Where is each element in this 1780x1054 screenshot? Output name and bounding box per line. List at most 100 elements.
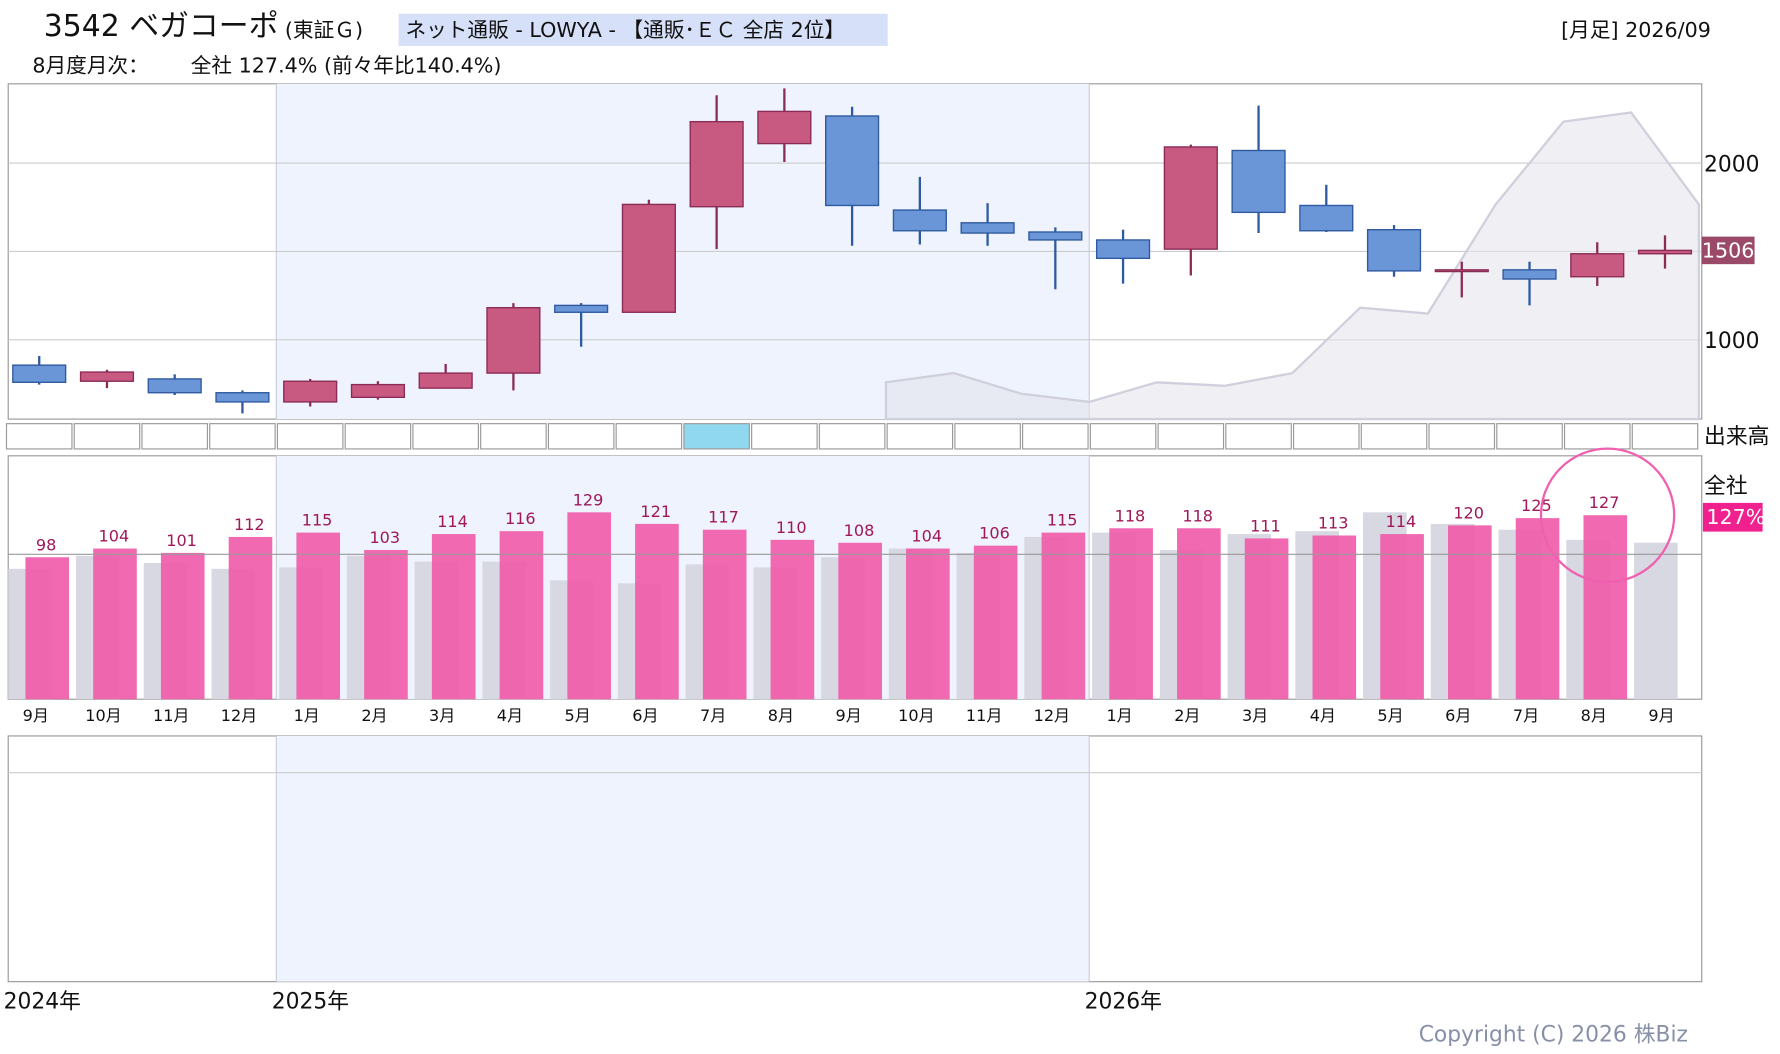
candle-body — [418, 372, 473, 389]
volume-cell — [480, 423, 547, 450]
code-name: 3542 ベガコーポ — [44, 9, 279, 44]
candle-body — [689, 120, 744, 208]
sales-bar — [160, 552, 205, 700]
x-tick-label: 11月 — [153, 706, 190, 725]
candle-body — [1637, 249, 1693, 255]
volume-cell — [73, 423, 141, 450]
sales-bar — [838, 542, 882, 700]
volume-cell — [412, 423, 479, 450]
volume-cell — [547, 423, 615, 450]
value-label: 127 — [1589, 493, 1620, 512]
sales-bar — [1177, 528, 1221, 700]
value-label: 120 — [1453, 503, 1484, 522]
value-label: 129 — [573, 490, 604, 509]
sector: ネット通販 - LOWYA - 【通販･ＥＣ 全店 2位】 — [405, 18, 845, 42]
monthly-label: 8月度月次： — [32, 54, 148, 78]
year-label: 2026年 — [1085, 989, 1162, 1014]
volume-cell — [1022, 423, 1089, 450]
candle-body — [486, 306, 541, 374]
candle-body — [960, 222, 1015, 234]
value-label: 121 — [640, 502, 671, 521]
x-tick-label: 9月 — [23, 706, 49, 725]
value-label: 101 — [166, 531, 197, 550]
volume-cell — [276, 423, 344, 450]
sales-bar — [25, 557, 70, 700]
sales-bar — [770, 539, 815, 700]
x-tick-label: 8月 — [1581, 706, 1607, 725]
sales-bar — [1244, 538, 1289, 700]
value-label: 104 — [911, 527, 942, 546]
sales-bar — [431, 534, 476, 700]
period: [月足] 2026/09 — [1561, 18, 1711, 42]
x-tick-label: 2月 — [1174, 706, 1200, 725]
value-label: 113 — [1318, 514, 1349, 533]
sales-bar — [93, 548, 137, 700]
candle-body — [12, 364, 67, 383]
sales-bar — [973, 545, 1018, 700]
sales-bar — [635, 523, 679, 700]
value-label: 111 — [1250, 516, 1281, 535]
sales-bar — [567, 512, 611, 700]
volume-cell — [1496, 423, 1563, 450]
candle-body — [1570, 253, 1625, 278]
year-label: 2024年 — [4, 989, 81, 1014]
candle-body — [79, 371, 135, 382]
highlight-circle — [1539, 447, 1676, 583]
candle-body — [215, 392, 270, 403]
x-tick-label: 11月 — [966, 706, 1003, 725]
candle-body — [621, 203, 676, 313]
candle-body — [1366, 229, 1422, 272]
candle-body — [1434, 269, 1489, 273]
volume-cell — [1428, 423, 1496, 450]
current-badge — [1702, 502, 1763, 532]
sales-bar — [1515, 518, 1560, 700]
value-label: 103 — [369, 528, 400, 547]
sales-bar — [296, 532, 341, 700]
volume-cell — [615, 423, 683, 450]
candle-body — [892, 209, 947, 232]
volume-cell — [1631, 423, 1699, 450]
volume-cell — [1293, 423, 1360, 450]
volume-cell — [1157, 423, 1225, 450]
volume-cell — [751, 423, 818, 450]
x-tick-label: 9月 — [1648, 706, 1674, 725]
value-label: 115 — [302, 511, 333, 530]
sales-bar — [1380, 534, 1424, 700]
sales-bar — [1041, 532, 1086, 700]
x-tick-label: 9月 — [836, 706, 862, 725]
volume-cell — [1360, 423, 1428, 450]
candle-body — [1231, 149, 1286, 214]
sales-bar — [1109, 528, 1153, 700]
x-tick-label: 10月 — [898, 706, 935, 725]
value-label: 117 — [708, 508, 739, 527]
sales-bar — [702, 529, 747, 700]
value-label: 110 — [776, 518, 807, 537]
value-label: 114 — [437, 512, 468, 531]
last-price: 1506 — [1702, 239, 1755, 263]
volume-cell — [344, 423, 412, 450]
volume-cell — [209, 423, 276, 450]
x-tick-label: 5月 — [565, 706, 591, 725]
monthly-value: 全社 127.4% (前々年比140.4%) — [191, 54, 502, 78]
x-tick-label: 4月 — [1310, 706, 1336, 725]
x-tick-label: 4月 — [497, 706, 523, 725]
y-tick-label: 2000 — [1704, 152, 1759, 177]
x-tick-label: 2月 — [361, 706, 387, 725]
x-tick-label: 6月 — [632, 706, 658, 725]
sales-bar — [1312, 535, 1357, 700]
volume-label: 出来高 — [1704, 424, 1769, 449]
x-tick-label: 7月 — [700, 706, 726, 725]
x-tick-label: 1月 — [294, 706, 320, 725]
year-shade — [276, 735, 1090, 982]
candle-body — [554, 304, 609, 313]
y-tick-label: 1000 — [1704, 329, 1759, 354]
value-label: 114 — [1386, 512, 1417, 531]
market: (東証Ｇ) — [285, 18, 363, 42]
x-tick-label: 3月 — [429, 706, 455, 725]
value-label: 108 — [844, 521, 875, 540]
sales-bar — [364, 549, 408, 700]
x-tick-label: 5月 — [1377, 706, 1403, 725]
candle-body — [283, 380, 338, 403]
year-label: 2025年 — [272, 989, 349, 1014]
